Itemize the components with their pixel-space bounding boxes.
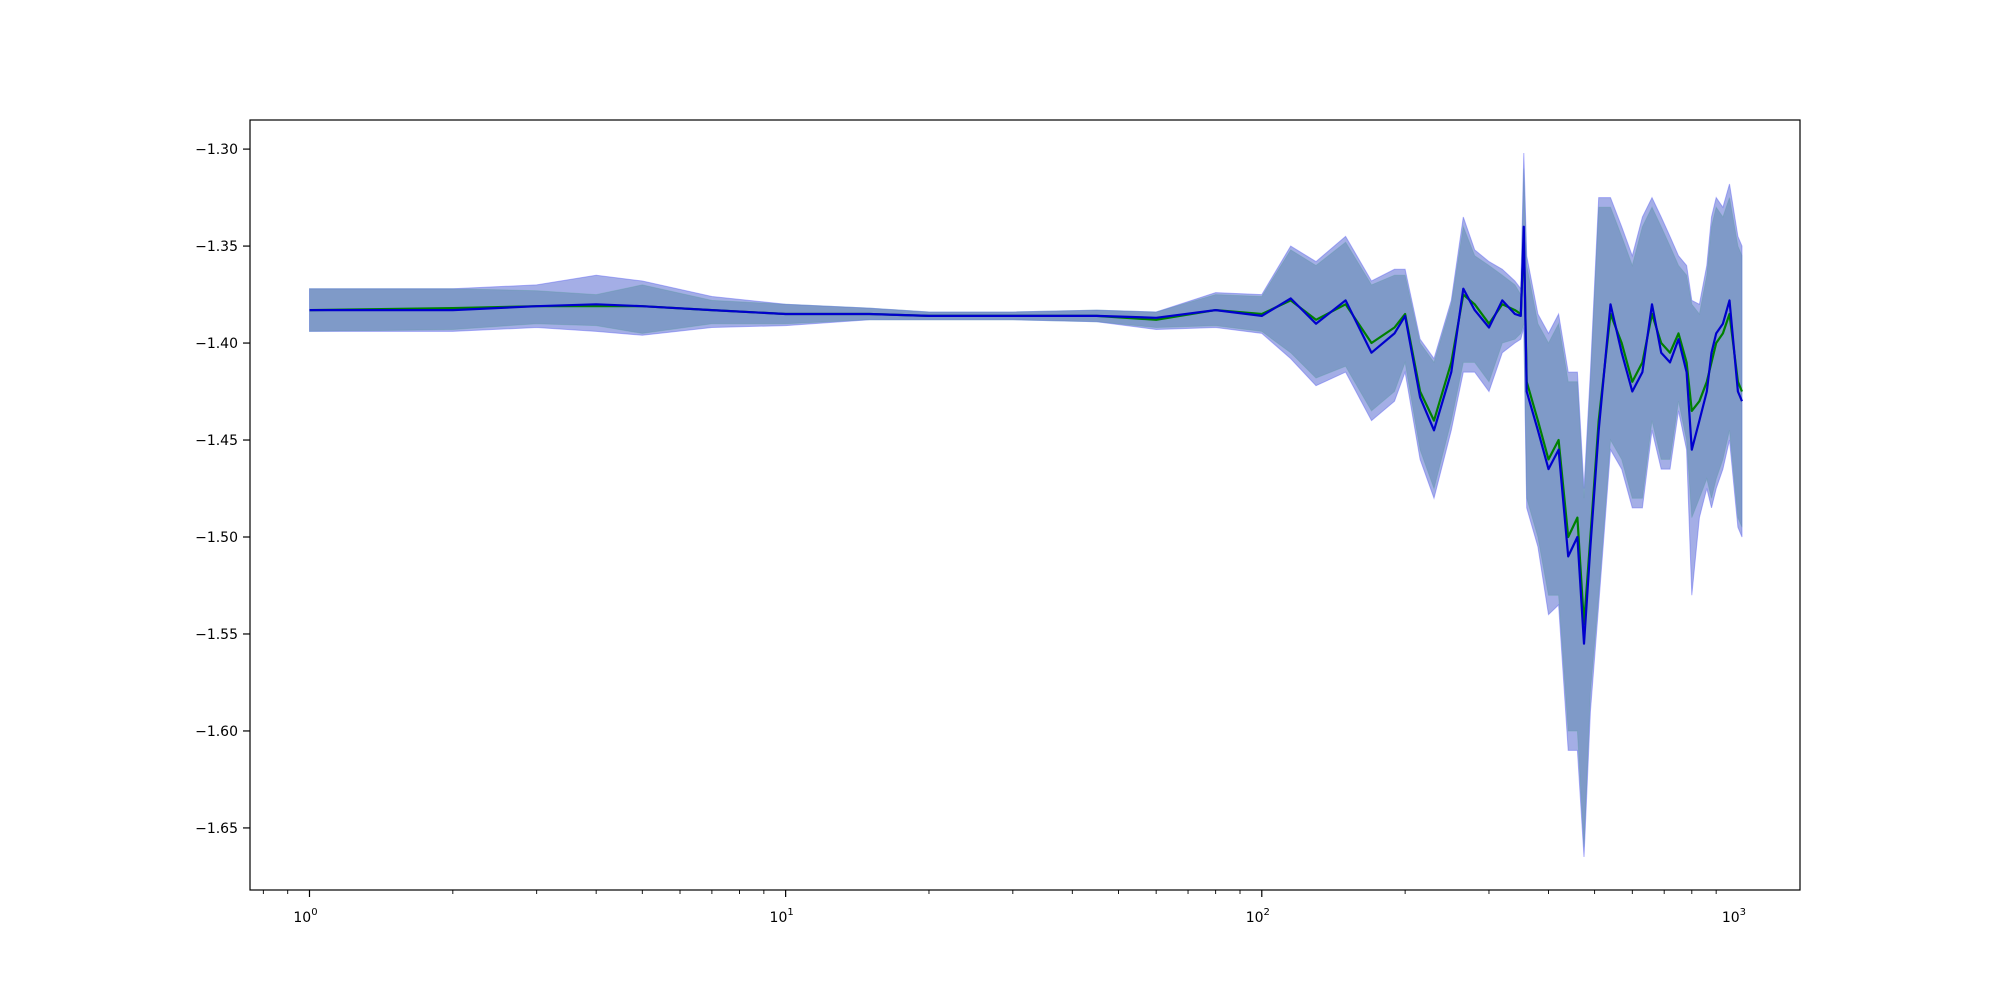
band-overlay-0 — [309, 168, 1742, 848]
y-tick-label: −1.55 — [195, 627, 238, 643]
y-tick-label: −1.35 — [195, 239, 238, 255]
plot-frame — [249, 119, 1801, 891]
band-overlay-1 — [309, 153, 1742, 857]
y-tick-label: −1.30 — [195, 142, 238, 158]
x-tick-label: 101 — [770, 907, 794, 926]
y-tick-label: −1.65 — [195, 821, 238, 837]
x-tick-label: 102 — [1246, 907, 1270, 926]
x-tick-label: 100 — [293, 907, 317, 926]
y-tick-label: −1.45 — [195, 433, 238, 449]
series-lines — [309, 225, 1744, 645]
confidence-bands — [309, 152, 1743, 858]
confidence-band-1 — [309, 152, 1743, 858]
series-line-1 — [309, 225, 1744, 645]
y-tick-label: −1.50 — [195, 530, 238, 546]
y-axis: −1.30 −1.35 −1.40 −1.45 −1.50 −1.55 −1.60 −1.65 — [195, 142, 250, 837]
x-axis: 100 101 102 103 — [262, 890, 1746, 926]
y-tick-label: −1.40 — [195, 336, 238, 352]
x-tick-label: 103 — [1722, 907, 1746, 926]
y-tick-label: −1.60 — [195, 724, 238, 740]
plot-area — [250, 120, 1800, 890]
